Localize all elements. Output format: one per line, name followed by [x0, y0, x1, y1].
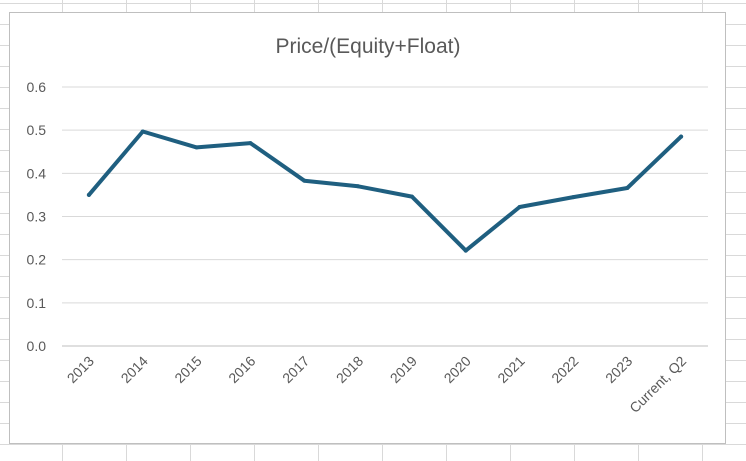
data-point[interactable] [517, 205, 522, 210]
data-point[interactable] [86, 192, 91, 197]
chart-title: Price/(Equity+Float) [276, 35, 461, 58]
series-line[interactable] [86, 129, 684, 253]
data-point[interactable] [571, 195, 576, 200]
x-tick-label: 2023 [602, 353, 635, 386]
x-tick-label: 2022 [548, 353, 581, 386]
x-tick-label: Current, Q2 [626, 353, 689, 416]
y-tick-label: 0.3 [27, 209, 47, 225]
gridlines [62, 86, 708, 347]
y-tick-label: 0.0 [27, 338, 47, 354]
data-point[interactable] [356, 184, 361, 189]
x-tick-label: 2016 [225, 353, 258, 386]
x-tick-label: 2017 [279, 353, 312, 386]
x-tick-label: 2014 [118, 353, 151, 386]
x-axis-tick-labels: 2013 2014 2015 2016 2017 2018 2019 2020 2021 2022… [64, 353, 690, 416]
y-tick-label: 0.1 [27, 295, 47, 311]
x-tick-label: 2021 [494, 353, 527, 386]
x-tick-label: 2019 [387, 353, 420, 386]
data-point[interactable] [625, 186, 630, 191]
data-point[interactable] [463, 248, 468, 253]
data-point[interactable] [679, 134, 684, 139]
series-layer [86, 129, 684, 253]
data-point[interactable] [409, 194, 414, 199]
x-tick-label: 2013 [64, 353, 97, 386]
data-point[interactable] [140, 129, 145, 134]
y-axis-tick-labels: 0.0 0.1 0.2 0.3 0.4 0.5 0.6 [27, 79, 47, 354]
y-tick-label: 0.4 [27, 165, 47, 181]
x-tick-label: 2018 [333, 353, 366, 386]
chart-container[interactable]: Price/(Equity+Float) 0.0 0.1 0.2 0.3 0.4 0.5 0… [9, 12, 726, 444]
line-chart: Price/(Equity+Float) 0.00.10.20.30.40.50… [27, 35, 708, 416]
x-tick-label: 2020 [441, 353, 474, 386]
data-point[interactable] [302, 178, 307, 183]
data-point[interactable] [194, 145, 199, 150]
data-point[interactable] [248, 141, 253, 146]
y-tick-label: 0.5 [27, 122, 47, 138]
y-tick-label: 0.2 [27, 252, 47, 268]
y-tick-label: 0.6 [27, 79, 47, 95]
x-tick-label: 2015 [171, 353, 204, 386]
